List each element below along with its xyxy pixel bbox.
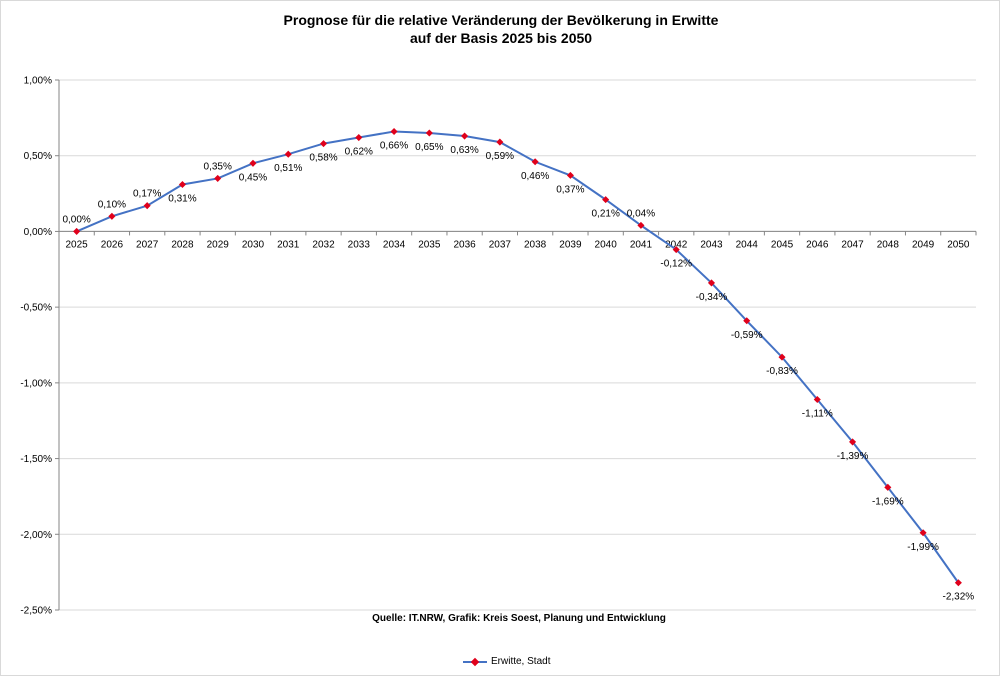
data-label: 0,45% [239,172,267,183]
x-tick-label: 2036 [453,239,476,250]
x-tick-label: 2032 [312,239,335,250]
data-point [214,174,222,182]
data-point [284,150,292,158]
data-label: 0,35% [204,161,232,172]
legend-marker-icon [463,657,487,666]
x-tick-label: 2031 [277,239,300,250]
data-point [919,529,927,537]
data-label: 0,62% [345,147,373,158]
legend-label: Erwitte, Stadt [491,656,551,667]
x-tick-label: 2050 [947,239,970,250]
legend: Erwitte, Stadt [463,656,550,667]
title-line-1: Prognose für die relative Veränderung de… [283,12,719,28]
data-label: -1,69% [872,496,904,507]
data-label: 0,31% [168,193,196,204]
data-label: 0,10% [98,199,126,210]
y-tick-label: 1,00% [24,76,52,87]
data-label: 0,66% [380,140,408,151]
data-label: -1,99% [907,542,939,553]
x-tick-label: 2042 [665,239,688,250]
x-tick-label: 2035 [418,239,441,250]
data-point [602,196,610,204]
data-point [249,159,257,167]
data-label: -0,59% [731,330,763,341]
x-tick-label: 2048 [877,239,900,250]
series-line [76,130,960,584]
data-point [849,438,857,446]
data-point [637,221,645,229]
chart-title: Prognose für die relative Veränderung de… [1,11,1000,47]
data-point [461,132,469,140]
x-tick-label: 2033 [348,239,371,250]
x-tick-label: 2038 [524,239,547,250]
data-label: -0,12% [660,259,692,270]
data-label: -2,32% [943,592,975,603]
source-note: Quelle: IT.NRW, Grafik: Kreis Soest, Pla… [372,613,666,624]
x-tick-label: 2026 [101,239,124,250]
data-label: 0,46% [521,171,549,182]
x-tick-label: 2030 [242,239,265,250]
y-tick-label: -0,50% [20,303,52,314]
x-tick-label: 2045 [771,239,794,250]
y-tick-label: 0,00% [24,227,52,238]
x-tick-label: 2037 [489,239,512,250]
x-tick-label: 2028 [171,239,194,250]
y-tick-label: -1,50% [20,454,52,465]
data-label: 0,59% [486,151,514,162]
data-label: 0,04% [627,208,655,219]
data-point [143,202,151,210]
y-tick-label: -2,50% [20,606,52,617]
data-point [73,227,81,235]
data-label: 0,65% [415,142,443,153]
x-tick-label: 2044 [736,239,759,250]
data-label: 0,21% [591,209,619,220]
data-point [707,279,716,287]
x-tick-label: 2029 [207,239,230,250]
y-tick-label: -2,00% [20,530,52,541]
data-point [178,180,186,189]
data-label: 0,58% [309,153,337,164]
data-label: -0,34% [696,292,728,303]
x-tick-label: 2047 [841,239,864,250]
data-point [108,212,116,220]
data-point [425,129,433,137]
y-tick-label: -1,00% [20,378,52,389]
data-label: 0,17% [133,189,161,200]
data-label: 0,37% [556,184,584,195]
x-tick-label: 2039 [559,239,582,250]
title-line-2: auf der Basis 2025 bis 2050 [409,30,593,46]
data-point [778,353,786,361]
data-label: 0,63% [450,145,478,156]
data-point [390,127,398,136]
data-point [319,140,328,148]
x-tick-label: 2043 [700,239,723,250]
data-point [672,246,680,254]
data-label: 0,51% [274,163,302,174]
data-point [813,395,821,404]
data-label: -1,11% [802,409,833,420]
x-tick-label: 2034 [383,239,406,250]
data-point [566,171,574,179]
x-tick-label: 2041 [630,239,653,250]
data-point [884,483,892,491]
x-tick-label: 2049 [912,239,935,250]
data-label: -1,39% [837,451,869,462]
data-point [531,158,539,166]
x-tick-label: 2025 [66,239,89,250]
data-point [954,579,962,587]
data-point [496,138,504,146]
x-tick-label: 2027 [136,239,159,250]
x-tick-label: 2040 [595,239,618,250]
data-label: -0,83% [766,366,798,377]
data-point [355,134,363,142]
x-tick-label: 2046 [806,239,829,250]
data-label: 0,00% [62,214,90,225]
y-tick-label: 0,50% [24,151,52,162]
data-point [743,317,751,325]
